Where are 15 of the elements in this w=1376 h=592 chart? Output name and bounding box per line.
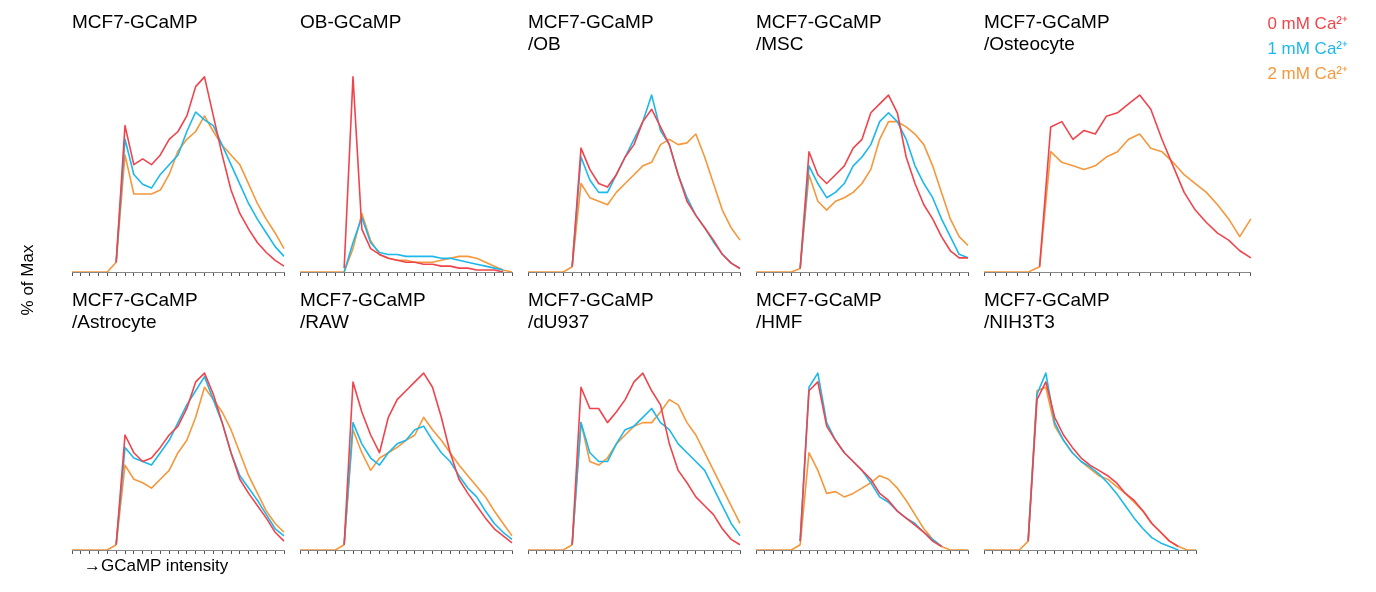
chart-title: MCF7-GCaMP /NIH3T3	[984, 289, 1110, 333]
chart-title: OB-GCaMP	[300, 11, 402, 33]
text: 0 mM Ca²⁺	[1267, 14, 1349, 34]
chart-title: MCF7-GCaMP /HMF	[756, 289, 882, 333]
y-axis-title: % of Max	[18, 243, 38, 318]
chart-title: MCF7-GCaMP /Astrocyte	[72, 289, 198, 333]
chart-title: MCF7-GCaMP /MSC	[756, 11, 882, 55]
chart-title: MCF7-GCaMP /OB	[528, 11, 654, 55]
text: 2 mM Ca²⁺	[1267, 64, 1349, 84]
legend-label: 1 mM Ca²⁺	[1267, 39, 1349, 59]
chart-title: MCF7-GCaMP /dU937	[528, 289, 654, 333]
chart-title: MCF7-GCaMP /Osteocyte	[984, 11, 1110, 55]
x-axis-title: →GCaMP intensity	[84, 556, 229, 576]
chart-title: MCF7-GCaMP /RAW	[300, 289, 426, 333]
chart-title: MCF7-GCaMP	[72, 11, 198, 33]
